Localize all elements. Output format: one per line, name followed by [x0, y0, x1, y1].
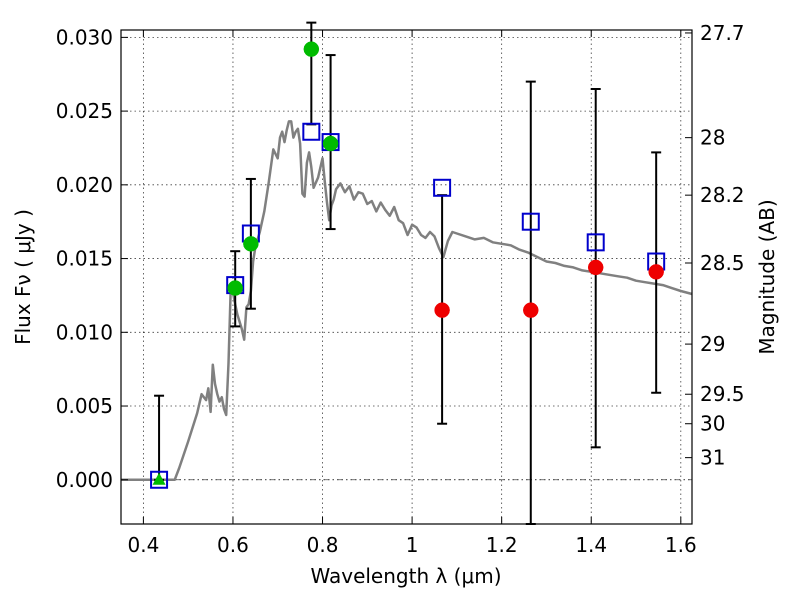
detection-point: [243, 236, 259, 252]
magnitude-tick-label: 27.7: [700, 21, 745, 45]
y-tick-label: 0.020: [56, 173, 113, 197]
magnitude-axis-ticks: 27.7 28 28.2 28.5 29 29.5 30 31: [685, 21, 745, 470]
y-tick-label: 0.025: [56, 99, 113, 123]
detection-point: [322, 135, 339, 152]
x-tick-label: 1: [406, 533, 419, 557]
detection-point: [227, 280, 243, 296]
nondetection-point: [648, 264, 664, 280]
y-axis-ticks: 0.000 0.005 0.010 0.015 0.020 0.025 0.030: [56, 25, 128, 492]
nondetection-point: [523, 302, 539, 318]
x-tick-label: 1.4: [575, 533, 607, 557]
error-bars: [154, 21, 662, 525]
model-points: [150, 122, 666, 489]
y-tick-label: 0.015: [56, 247, 113, 271]
model-point-square: [433, 178, 452, 197]
x-tick-label: 0.4: [127, 533, 159, 557]
detection-point: [303, 41, 320, 57]
x-tick-label: 1.6: [665, 533, 697, 557]
y-tick-label: 0.000: [56, 468, 113, 492]
y-tick-label: 0.005: [56, 394, 113, 418]
grid: [121, 30, 692, 524]
nondetection-point: [434, 302, 450, 318]
model-point-square: [302, 122, 321, 141]
nondetection-point: [587, 259, 604, 276]
magnitude-tick-label: 28.2: [700, 183, 745, 207]
magnitude-axis-title: Magnitude (AB): [755, 199, 779, 354]
magnitude-tick-label: 29: [700, 332, 725, 356]
magnitude-tick-label: 28.5: [700, 251, 745, 275]
model-sed-curve: [121, 120, 693, 482]
observed-points: [152, 41, 664, 485]
model-point-square: [586, 233, 605, 252]
model-point-square: [150, 470, 169, 489]
y-tick-label: 0.030: [56, 25, 113, 49]
y-axis-title: Flux Fν ( μJy ): [11, 209, 35, 345]
x-tick-label: 0.6: [217, 533, 249, 557]
x-axis-ticks: 0.4 0.6 0.8 1 1.2 1.4 1.6: [127, 30, 697, 557]
x-tick-label: 1.2: [486, 533, 518, 557]
magnitude-tick-label: 30: [700, 412, 725, 436]
upper-limit-triangle: [152, 472, 166, 485]
plot-frame: [120, 29, 693, 525]
x-tick-label: 0.8: [307, 533, 339, 557]
magnitude-tick-label: 28: [700, 126, 725, 150]
x-axis-title: Wavelength λ (μm): [310, 564, 501, 588]
y-tick-label: 0.010: [56, 320, 113, 344]
model-point-square: [521, 212, 540, 231]
magnitude-tick-label: 29.5: [700, 382, 745, 406]
magnitude-tick-label: 31: [700, 446, 725, 470]
